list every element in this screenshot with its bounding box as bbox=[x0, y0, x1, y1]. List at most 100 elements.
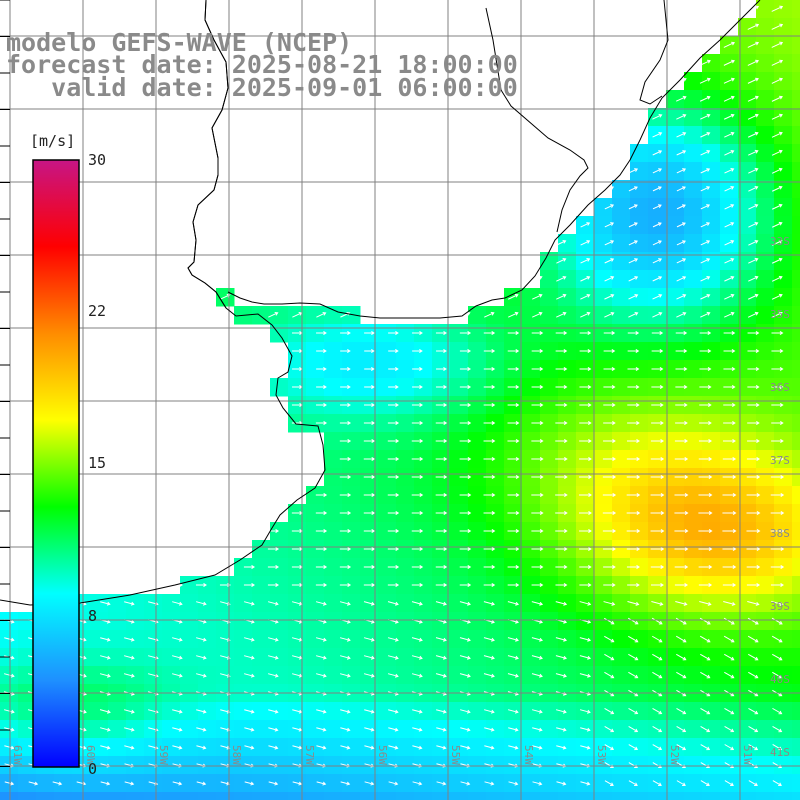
wind-arrow bbox=[676, 95, 687, 102]
wind-cell bbox=[738, 360, 757, 379]
wind-arrow bbox=[724, 222, 735, 228]
wind-arrow bbox=[676, 726, 687, 733]
wind-arrow bbox=[723, 41, 736, 48]
wind-cell bbox=[684, 144, 703, 163]
wind-arrow bbox=[532, 311, 543, 318]
wind-cell bbox=[756, 594, 775, 613]
wind-cell bbox=[774, 180, 793, 199]
wind-cell bbox=[270, 720, 289, 739]
wind-cell bbox=[216, 792, 235, 800]
lon-label: 60W bbox=[84, 745, 97, 765]
wind-cell bbox=[612, 702, 631, 721]
wind-arrow bbox=[628, 707, 639, 715]
wind-arrow bbox=[555, 655, 567, 660]
wind-arrow bbox=[268, 727, 279, 732]
wind-cell bbox=[144, 792, 163, 800]
wind-arrow bbox=[459, 420, 472, 426]
wind-cell bbox=[522, 324, 541, 343]
wind-cell bbox=[540, 468, 559, 487]
wind-arrow bbox=[555, 546, 568, 552]
wind-cell bbox=[756, 72, 775, 91]
wind-arrow bbox=[459, 546, 472, 552]
wind-arrow bbox=[52, 781, 63, 786]
wind-cell bbox=[792, 36, 800, 55]
wind-arrow bbox=[196, 673, 207, 678]
wind-cell bbox=[594, 756, 613, 775]
wind-arrow bbox=[748, 671, 759, 679]
wind-cell bbox=[792, 738, 800, 757]
wind-cell bbox=[612, 342, 631, 361]
wind-cell bbox=[414, 612, 433, 631]
wind-cell bbox=[756, 774, 775, 793]
wind-arrow bbox=[603, 348, 616, 354]
wind-cell bbox=[684, 486, 703, 505]
wind-cell bbox=[198, 792, 217, 800]
wind-cell bbox=[792, 630, 800, 649]
wind-cell bbox=[756, 720, 775, 739]
wind-cell bbox=[756, 468, 775, 487]
wind-cell bbox=[594, 774, 613, 793]
wind-cell bbox=[738, 702, 757, 721]
wind-cell bbox=[612, 432, 631, 451]
wind-cell bbox=[666, 234, 685, 253]
wind-arrow bbox=[315, 492, 328, 498]
wind-cell bbox=[792, 396, 800, 415]
wind-cell bbox=[756, 432, 775, 451]
wind-arrow bbox=[363, 528, 376, 534]
map-title-model: modelo GEFS-WAVE (NCEP) bbox=[6, 28, 353, 57]
wind-cell bbox=[666, 612, 685, 631]
wind-cell bbox=[756, 522, 775, 541]
wind-arrow bbox=[651, 348, 664, 354]
wind-cell bbox=[378, 558, 397, 577]
wind-cell bbox=[630, 162, 649, 181]
wind-cell bbox=[270, 702, 289, 721]
wind-cell bbox=[756, 198, 775, 217]
wind-cell bbox=[198, 774, 217, 793]
wind-arrow bbox=[698, 564, 713, 570]
wind-cell bbox=[756, 360, 775, 379]
wind-arrow bbox=[4, 637, 15, 642]
wind-arrow bbox=[772, 653, 783, 661]
wind-arrow bbox=[507, 528, 520, 534]
wind-arrow bbox=[220, 637, 231, 642]
wind-cell bbox=[18, 702, 37, 721]
wind-arrow bbox=[603, 564, 616, 570]
wind-cell bbox=[252, 558, 271, 577]
wind-arrow bbox=[652, 240, 662, 246]
wind-arrow bbox=[387, 528, 400, 534]
wind-cell bbox=[738, 90, 757, 109]
wind-arrow bbox=[747, 131, 759, 138]
wind-cell bbox=[612, 198, 631, 217]
wind-arrow bbox=[267, 564, 280, 570]
wind-cell bbox=[522, 468, 541, 487]
wind-cell bbox=[756, 54, 775, 73]
wind-arrow bbox=[675, 600, 688, 606]
wind-cell bbox=[396, 720, 415, 739]
wind-arrow bbox=[650, 564, 665, 570]
wind-arrow bbox=[628, 204, 638, 210]
wind-arrow bbox=[747, 420, 760, 426]
wind-cell bbox=[684, 450, 703, 469]
wind-arrow bbox=[315, 655, 327, 660]
wind-arrow bbox=[676, 132, 687, 138]
wind-cell bbox=[486, 432, 505, 451]
wind-arrow bbox=[676, 113, 687, 120]
wind-cell bbox=[126, 774, 145, 793]
wind-cell bbox=[396, 630, 415, 649]
wind-arrow bbox=[339, 420, 352, 426]
wind-arrow bbox=[626, 546, 641, 552]
wind-cell bbox=[630, 270, 649, 289]
wind-cell bbox=[180, 774, 199, 793]
wind-cell bbox=[450, 738, 469, 757]
wind-cell bbox=[468, 666, 487, 685]
wind-arrow bbox=[771, 348, 784, 354]
wind-cell bbox=[756, 612, 775, 631]
wind-arrow bbox=[724, 726, 735, 733]
wind-arrow bbox=[340, 745, 351, 750]
wind-cell bbox=[180, 756, 199, 775]
wind-cell bbox=[702, 126, 721, 145]
wind-cell bbox=[612, 738, 631, 757]
wind-cell bbox=[378, 342, 397, 361]
wind-arrow bbox=[651, 402, 664, 408]
